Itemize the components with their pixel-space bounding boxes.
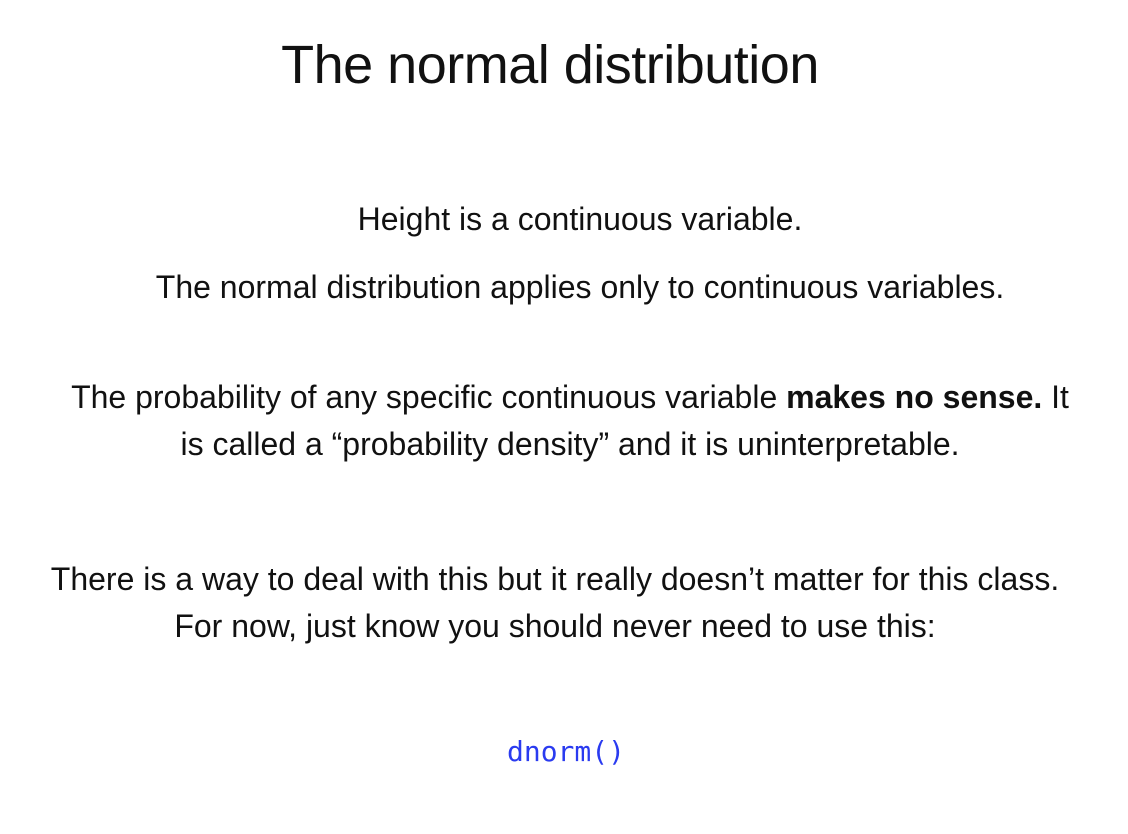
text-line-normal-continuous: The normal distribution applies only to … [155, 269, 1005, 305]
paragraph-text-after: It is called a “probability density” and… [180, 379, 1069, 462]
text-line-height-continuous: Height is a continuous variable. [357, 201, 803, 237]
paragraph-text-before: The probability of any specific continuo… [71, 379, 787, 415]
code-dnorm: dnorm() [506, 735, 625, 768]
slide-title: The normal distribution [281, 35, 819, 95]
paragraph-probability-density: The probability of any specific continuo… [70, 374, 1070, 468]
paragraph-deal-with-this: There is a way to deal with this but it … [50, 561, 1060, 644]
emphasis-makes-no-sense: makes no sense. [786, 379, 1043, 415]
